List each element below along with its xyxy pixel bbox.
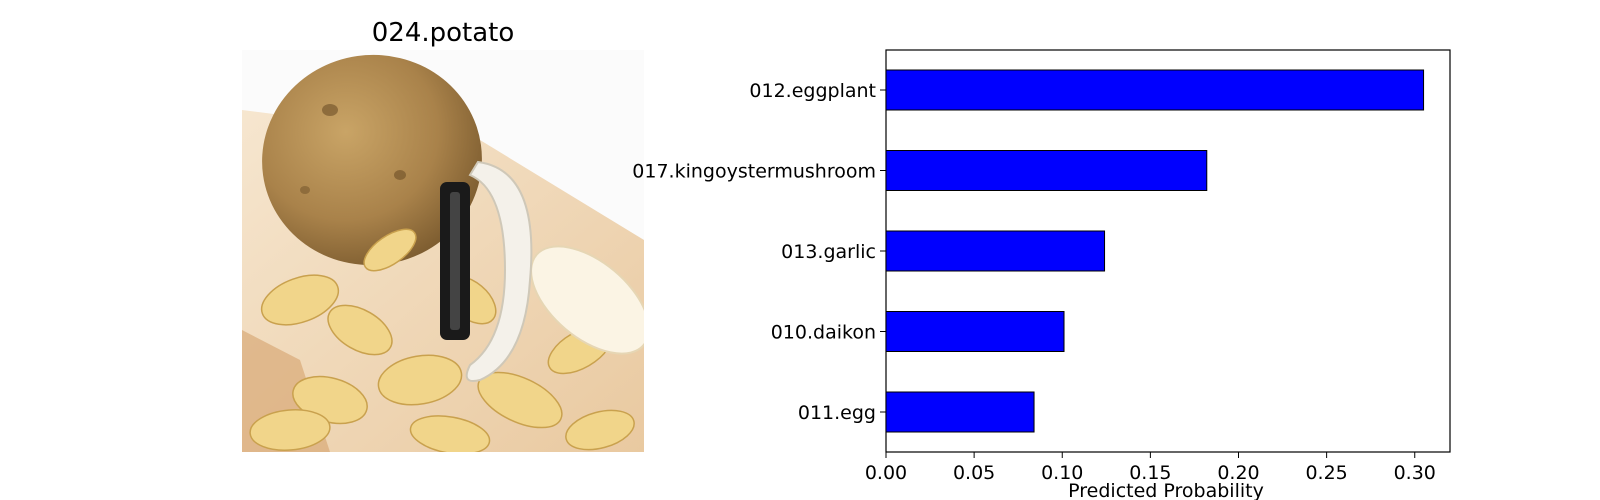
x-tick-label-2: 0.10	[1041, 462, 1083, 484]
bar-3	[885, 311, 1065, 352]
bar-4	[885, 391, 1035, 433]
x-tick-label-3: 0.15	[1129, 462, 1171, 484]
x-axis-label: Predicted Probability	[1068, 480, 1264, 500]
x-tick-label-0: 0.00	[865, 462, 907, 484]
y-tick-label-3: 010.daikon	[771, 322, 876, 344]
image-title: 024.potato	[372, 18, 515, 48]
bar-1	[885, 150, 1208, 191]
y-tick-label-1: 017.kingoystermushroom	[632, 161, 876, 183]
y-tick-label-4: 011.egg	[798, 402, 876, 424]
potato-photo	[242, 50, 644, 452]
x-tick-label-1: 0.05	[953, 462, 995, 484]
x-tick-label-4: 0.20	[1217, 462, 1259, 484]
x-tick-label-5: 0.25	[1305, 462, 1347, 484]
x-tick-label-6: 0.30	[1394, 462, 1436, 484]
bar-2	[885, 230, 1106, 272]
bar-0	[885, 69, 1425, 111]
y-tick-label-2: 013.garlic	[781, 241, 876, 263]
y-tick-label-0: 012.eggplant	[749, 80, 876, 102]
